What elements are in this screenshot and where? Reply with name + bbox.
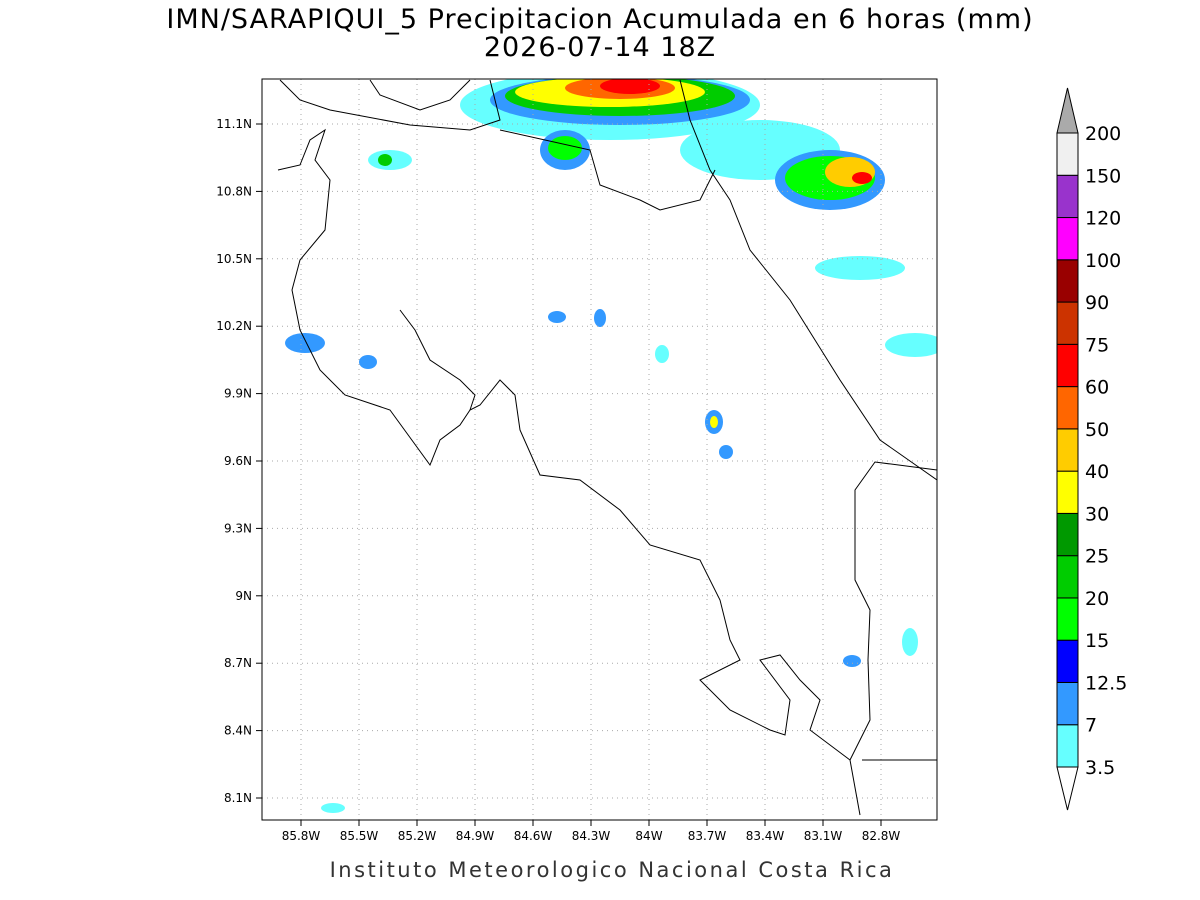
colorbar-label: 60	[1085, 377, 1109, 399]
colorbar-under	[1056, 766, 1079, 811]
colorbar-box	[1056, 724, 1079, 768]
x-tick-label: 85.8W	[282, 829, 321, 843]
colorbar-box	[1056, 301, 1079, 345]
y-tick-label: 11.1N	[216, 117, 252, 131]
colorbar-over	[1056, 87, 1079, 134]
colorbar-box	[1056, 470, 1079, 514]
subtitle: 2026-07-14 18Z	[484, 32, 716, 63]
x-tick-label: 83.7W	[688, 829, 727, 843]
colorbar-box	[1056, 681, 1079, 726]
colorbar-box	[1056, 639, 1079, 683]
y-tick-label: 8.7N	[224, 656, 252, 670]
colorbar-label: 7	[1085, 715, 1097, 737]
x-tick-label: 84.6W	[514, 829, 553, 843]
colorbar: 3.5 7 12.5 15 20 25 30 40 50 60 75 90 100 120 150 200	[1056, 87, 1127, 811]
colorbar-label: 75	[1085, 334, 1109, 356]
colorbar-label: 40	[1085, 461, 1109, 483]
y-tick-label: 9.6N	[224, 454, 252, 468]
colorbar-label: 120	[1085, 208, 1121, 230]
title: IMN/SARAPIQUI_5 Precipitacion Acumulada …	[166, 4, 1033, 35]
colorbar-box	[1056, 555, 1079, 599]
coastlines	[277, 79, 937, 816]
colorbar-label: 3.5	[1085, 757, 1115, 779]
map-frame	[261, 78, 938, 821]
graticule: 85.8W 85.5W 85.2W 84.9W 84.6W 84.3W 84W 83.7W 83…	[216, 79, 937, 843]
colorbar-box	[1056, 259, 1079, 303]
colorbar-label: 20	[1085, 588, 1109, 610]
colorbar-box	[1056, 174, 1079, 219]
colorbar-label: 15	[1085, 630, 1109, 652]
colorbar-label: 90	[1085, 292, 1109, 314]
colorbar-box	[1056, 217, 1079, 261]
x-tick-label: 84.3W	[572, 829, 611, 843]
y-tick-label: 8.4N	[224, 724, 252, 738]
colorbar-box	[1056, 512, 1079, 557]
x-tick-label: 84W	[635, 829, 662, 843]
y-tick-label: 10.8N	[216, 184, 252, 198]
x-tick-label: 84.9W	[456, 829, 495, 843]
colorbar-label: 25	[1085, 546, 1109, 568]
footer: Instituto Meteorologico Nacional Costa R…	[330, 858, 895, 882]
colorbar-box	[1056, 343, 1079, 388]
x-tick-label: 83.4W	[746, 829, 785, 843]
y-tick-label: 9.3N	[224, 521, 252, 535]
colorbar-box	[1056, 597, 1079, 641]
colorbar-label: 200	[1085, 123, 1121, 145]
colorbar-label: 30	[1085, 503, 1109, 525]
y-tick-label: 9N	[235, 589, 252, 603]
y-tick-label: 10.5N	[216, 252, 252, 266]
x-tick-label: 83.1W	[804, 829, 843, 843]
colorbar-box	[1056, 132, 1079, 176]
x-tick-label: 85.2W	[398, 829, 437, 843]
colorbar-box	[1056, 428, 1079, 472]
precipitation-field	[285, 79, 937, 813]
y-tick-label: 9.9N	[224, 387, 252, 401]
y-tick-label: 10.2N	[216, 319, 252, 333]
colorbar-label: 50	[1085, 419, 1109, 441]
colorbar-box	[1056, 386, 1079, 430]
x-tick-label: 85.5W	[340, 829, 379, 843]
x-tick-label: 82.8W	[862, 829, 901, 843]
colorbar-label: 12.5	[1085, 672, 1127, 694]
colorbar-label: 150	[1085, 165, 1121, 187]
colorbar-label: 100	[1085, 250, 1121, 272]
y-tick-label: 8.1N	[224, 791, 252, 805]
